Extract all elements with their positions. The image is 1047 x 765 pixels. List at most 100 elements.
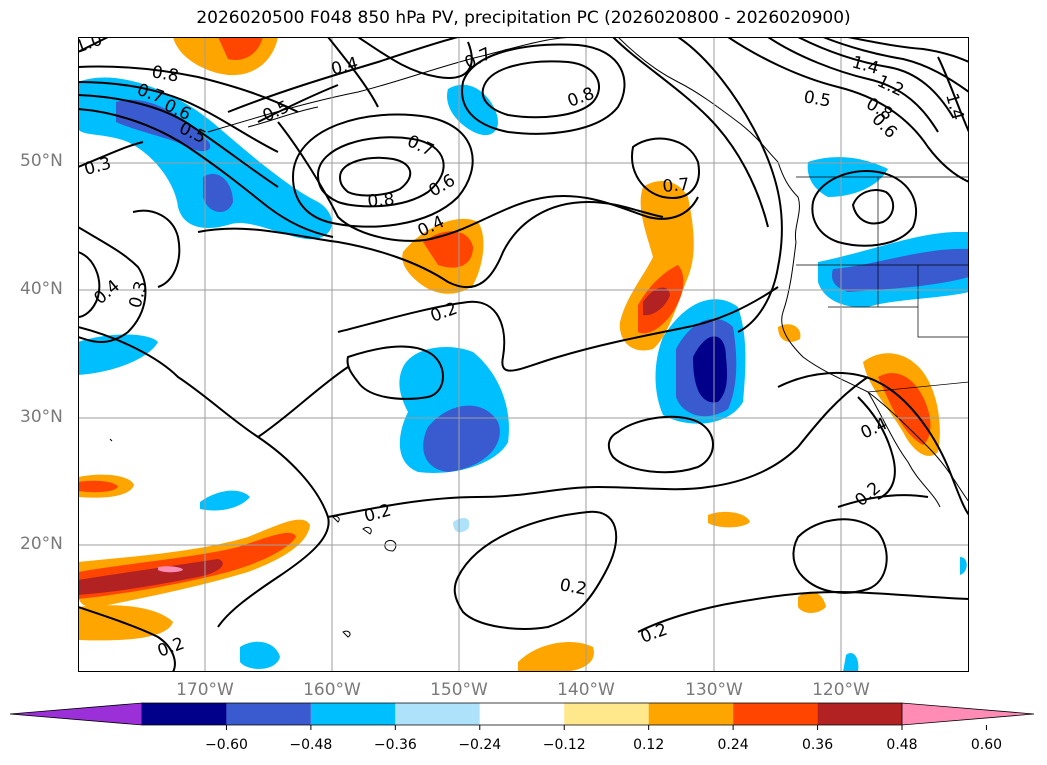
contour-0-8-nw (78, 65, 299, 113)
map-panel: 1.0 0.8 0.7 0.6 0.5 0.3 0.4 0.5 0.7 0.8 … (78, 37, 969, 672)
precip-blob-south-ca (960, 557, 967, 575)
lon-label-120w: 120°W (812, 680, 870, 700)
lon-label-170w: 170°W (176, 680, 234, 700)
contour-0-5-big (277, 121, 699, 242)
colorbar-segment (142, 703, 227, 725)
colorbar-segment (733, 703, 818, 725)
colorbar-tick-label: −0.12 (542, 737, 586, 753)
contour-ring-ne-outer (811, 170, 918, 247)
contour-label: 1.0 (78, 37, 105, 58)
coastline-alaska-peninsula (247, 106, 319, 128)
contour-0-6-ring (631, 137, 700, 199)
contour-label: 0.2 (638, 620, 670, 648)
contour-label: 0.2 (362, 501, 393, 527)
contour-0-2-south (257, 366, 349, 438)
contour-0-2-ring-south (607, 415, 714, 474)
contour-label: 0.2 (428, 299, 460, 327)
contour-0-4-north (227, 37, 459, 113)
coastline-us-west (781, 241, 969, 503)
colorbar-segment (648, 703, 734, 725)
contour-label: 0.3 (126, 279, 152, 310)
contour-label: 0.3 (82, 154, 113, 180)
contour-label: 0.2 (851, 478, 885, 511)
precip-core-gulf-alaska-2 (203, 173, 233, 213)
contour-1-4-ne (727, 37, 969, 183)
contour-0-2-big-left (78, 326, 330, 628)
precip-core-hawaii-north (423, 405, 500, 472)
precip-core-offshore-pnw-2 (643, 287, 670, 316)
contour-1-2-ne (767, 37, 939, 133)
colorbar-segment (479, 703, 565, 725)
precip-core-dateline-left (78, 480, 118, 493)
contour-0-4-east (857, 396, 896, 500)
contour-label: 0.7 (462, 44, 495, 74)
coastline-bc (777, 161, 800, 243)
coastline-hawaii-2 (362, 526, 372, 535)
contour-0-7-right (612, 37, 769, 228)
contour-0-7-big (357, 37, 473, 79)
contour-label: 0.8 (367, 190, 396, 212)
coastline-hawaii-3 (384, 539, 397, 552)
precip-negative-shading (78, 77, 969, 672)
coastline-se-alaska (617, 37, 779, 163)
precip-inner-sw-band (78, 559, 223, 595)
contour-label: 0.8 (565, 84, 597, 112)
colorbar-tick-label: −0.48 (289, 737, 333, 753)
borders (796, 176, 969, 393)
contour-0-2-mid (337, 286, 779, 372)
figure-title: 2026020500 F048 850 hPa PV, precipitatio… (196, 8, 851, 28)
contour-ring-07-outer (291, 113, 474, 228)
contour-label: 0.8 (150, 62, 180, 86)
coastlines (109, 37, 969, 638)
contour-0-8-ne (822, 37, 969, 93)
contour-0-2-center-south (327, 376, 869, 518)
contour-1-0-ne (797, 37, 954, 118)
contour-0-3-left (78, 226, 147, 343)
colorbar-outline (142, 702, 902, 726)
contour-0-2-se-ring (792, 518, 888, 594)
contour-label: 0.6 (426, 170, 459, 201)
precip-blob-south-east2 (798, 591, 826, 613)
colorbar-segment (564, 703, 649, 725)
border-mexico (867, 381, 969, 393)
contour-0-2-south-west (78, 606, 176, 672)
precip-core-gulf-alaska (116, 99, 211, 152)
contour-label: 0.2 (558, 575, 588, 599)
contour-0-6-big (327, 37, 379, 108)
contour-0-2-loop (346, 345, 444, 400)
colorbar-segment (226, 703, 311, 725)
lat-label-50n: 50°N (20, 151, 63, 171)
contour-label: 1.4 (941, 91, 967, 122)
colorbar-segments (10, 702, 1035, 730)
contour-0-5-nw (78, 108, 334, 238)
contour-0-2-south-loop (453, 510, 618, 630)
precip-positive-shading (78, 37, 940, 672)
precip-blob-central (453, 517, 470, 533)
colorbar-extend-low (10, 702, 143, 726)
precip-core-central-north (423, 231, 473, 268)
precip-blob-south-central (518, 642, 594, 672)
coastline-island-2 (109, 438, 113, 442)
contour-0-4-right (677, 37, 783, 333)
colorbar-tick-label: −0.36 (373, 737, 417, 753)
contour-0-5-north (257, 84, 339, 123)
contour-0-6-nw (78, 94, 279, 188)
contour-0-2-south-east (637, 590, 969, 633)
precip-blob-baja-small (843, 652, 859, 672)
contour-0-3-nw (78, 141, 144, 168)
contour-1-4-far-ne (937, 56, 969, 133)
contour-label: 0.7 (404, 131, 437, 161)
contour-0-4-ring-left (78, 251, 101, 318)
colorbar-tick-label: −0.24 (458, 737, 502, 753)
precip-blob-aleutian (447, 84, 498, 136)
lon-label-130w: 130°W (685, 680, 743, 700)
contour-0-3-left2 (132, 209, 181, 288)
contour-ring-08-mid (316, 136, 445, 208)
colorbar-tick-label: 0.36 (801, 737, 834, 753)
coastline-baja (867, 391, 941, 508)
precip-blob-hawaii-west (200, 490, 250, 511)
colorbar-segment (817, 703, 902, 725)
contour-label: 0.5 (802, 87, 832, 111)
colorbar-tick-label: −0.60 (204, 737, 248, 753)
precip-blob-ca-coast (778, 324, 801, 342)
